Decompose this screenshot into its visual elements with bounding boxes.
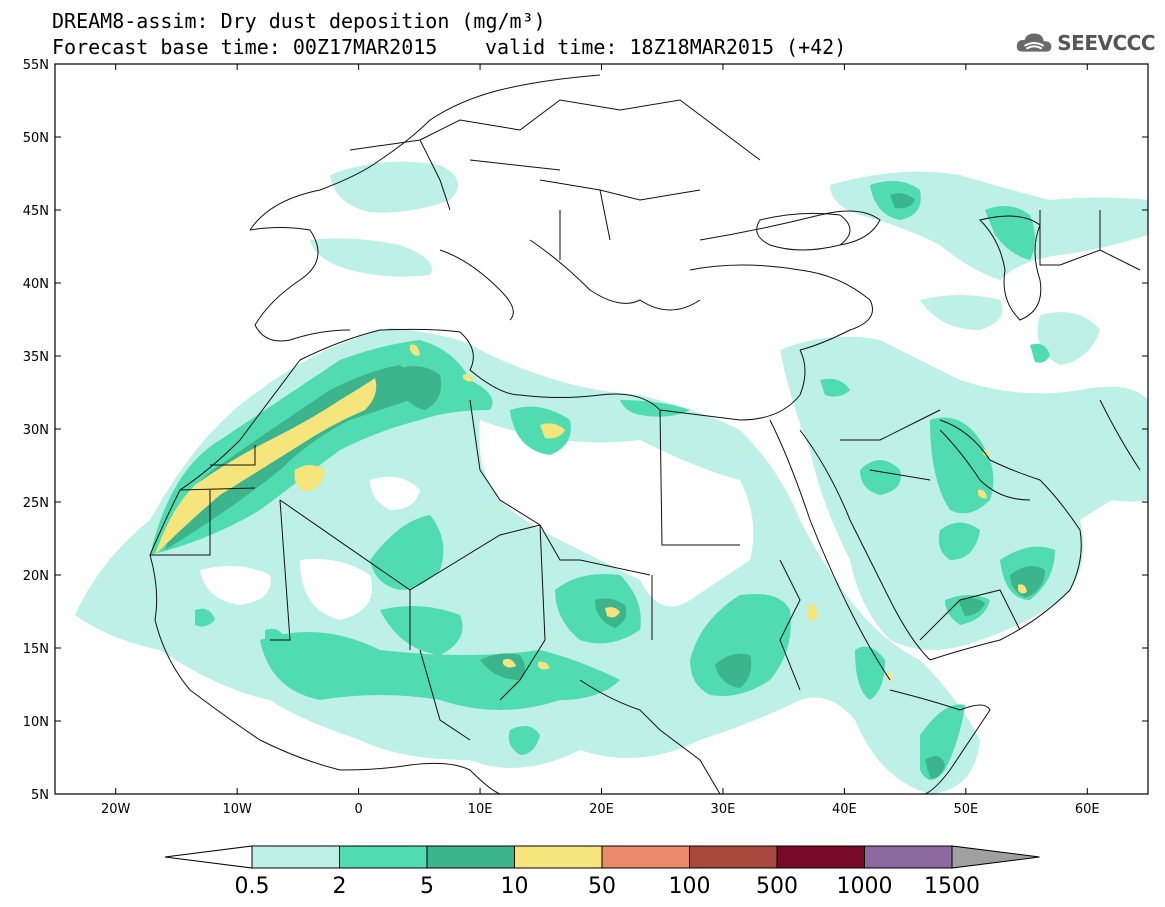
latitude-axis: 55N 50N 45N 40N 35N 30N 25N 20N 15N 10N 5N xyxy=(23,58,1148,803)
dust-field xyxy=(75,161,1148,794)
lon-label: 10W xyxy=(222,802,252,817)
colorbar-swatch xyxy=(514,845,603,869)
lat-label: 10N xyxy=(23,715,49,730)
colorbar-label: 2 xyxy=(333,874,347,899)
colorbar-max-arrow xyxy=(951,845,1040,869)
colorbar-swatch xyxy=(864,845,953,869)
lat-label: 45N xyxy=(23,204,49,219)
colorbar-legend: 0.5 2 5 10 50 100 500 1000 1500 xyxy=(164,845,1040,899)
lon-label: 20E xyxy=(589,802,614,817)
colorbar-label: 1500 xyxy=(924,874,980,899)
lat-label: 5N xyxy=(31,788,49,803)
seevccc-logo: SEEVCCC xyxy=(1015,26,1155,60)
lat-label: 30N xyxy=(23,423,49,438)
lon-label: 40E xyxy=(832,802,857,817)
lon-label: 20W xyxy=(101,802,131,817)
lon-label: 50E xyxy=(953,802,978,817)
lat-label: 20N xyxy=(23,569,49,584)
colorbar-label: 5 xyxy=(420,874,434,899)
lon-label: 60E xyxy=(1075,802,1100,817)
valid-time: valid time: 18Z18MAR2015 (+42) xyxy=(485,35,847,59)
colorbar-swatch xyxy=(339,845,428,869)
lon-label: 0 xyxy=(354,802,362,817)
forecast-base-time: Forecast base time: 00Z17MAR2015 xyxy=(52,35,438,59)
colorbar-swatch xyxy=(689,845,778,869)
lon-label: 10E xyxy=(468,802,493,817)
colorbar-swatch xyxy=(601,845,690,869)
colorbar-swatch xyxy=(776,845,865,869)
lat-label: 35N xyxy=(23,350,49,365)
colorbar-swatch xyxy=(426,845,515,869)
colorbar-label: 50 xyxy=(588,874,616,899)
logo-text: SEEVCCC xyxy=(1057,31,1155,55)
colorbar-label: 1000 xyxy=(837,874,893,899)
colorbar-label: 100 xyxy=(669,874,711,899)
lat-label: 55N xyxy=(23,58,49,73)
longitude-axis: 20W 10W 0 10E 20E 30E 40E 50E 60E xyxy=(101,64,1100,817)
lat-label: 25N xyxy=(23,496,49,511)
coastlines-and-borders xyxy=(149,74,1141,794)
cloud-icon xyxy=(1016,33,1052,52)
lon-label: 30E xyxy=(711,802,736,817)
lat-label: 15N xyxy=(23,642,49,657)
colorbar-min-arrow xyxy=(164,845,253,869)
colorbar-label: 10 xyxy=(501,874,529,899)
colorbar-label: 500 xyxy=(756,874,798,899)
lat-label: 50N xyxy=(23,131,49,146)
map-title: DREAM8-assim: Dry dust deposition (mg/m³… xyxy=(52,9,546,33)
colorbar-swatch xyxy=(251,845,340,869)
lat-label: 40N xyxy=(23,277,49,292)
colorbar-label: 0.5 xyxy=(235,874,270,899)
